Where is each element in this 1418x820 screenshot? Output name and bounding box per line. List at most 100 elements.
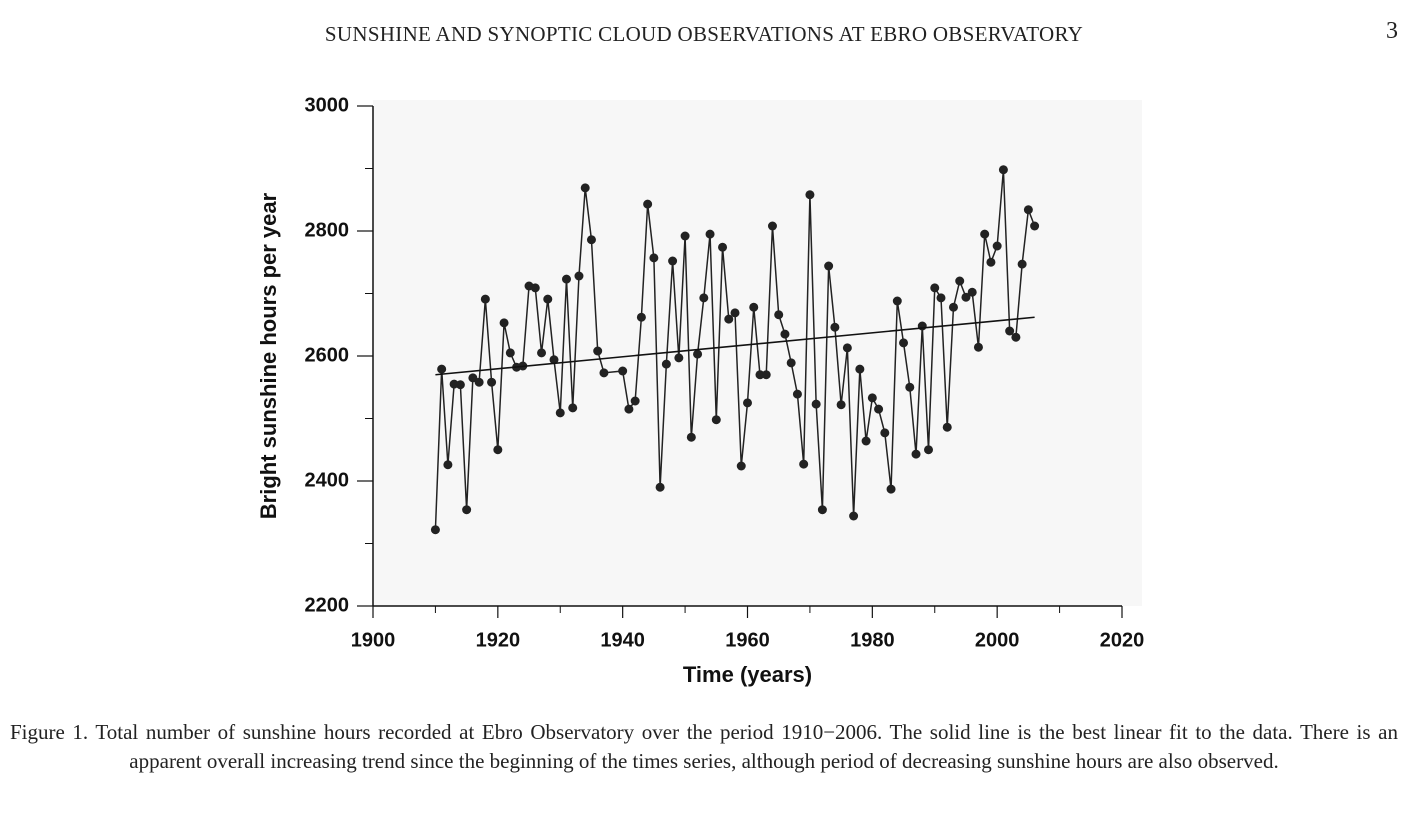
data-point bbox=[555, 408, 565, 418]
data-point bbox=[455, 380, 465, 390]
data-point bbox=[948, 302, 958, 312]
data-point bbox=[693, 349, 703, 359]
data-point bbox=[505, 348, 515, 358]
data-point bbox=[980, 229, 990, 239]
data-point bbox=[624, 404, 634, 414]
data-point bbox=[799, 459, 809, 469]
data-point bbox=[537, 348, 547, 358]
data-point bbox=[705, 229, 715, 239]
data-point bbox=[1023, 205, 1033, 215]
data-point bbox=[855, 364, 865, 374]
data-point bbox=[549, 355, 559, 365]
data-point bbox=[674, 353, 684, 363]
chart: 2200 2400 2600 2800 3000 1900 1920 1940 1960 1980… bbox=[256, 94, 1145, 687]
data-point bbox=[786, 358, 796, 368]
y-tick-label: 2200 bbox=[305, 594, 350, 616]
data-point bbox=[749, 302, 759, 312]
x-tick-label: 1900 bbox=[351, 629, 396, 651]
data-point bbox=[443, 460, 453, 470]
data-point bbox=[942, 422, 952, 432]
data-point bbox=[930, 283, 940, 293]
data-point bbox=[724, 314, 734, 324]
data-point bbox=[849, 511, 859, 521]
data-point bbox=[437, 364, 447, 374]
data-point bbox=[580, 183, 590, 193]
data-point bbox=[1030, 221, 1040, 231]
data-point bbox=[636, 312, 646, 322]
x-tick-label: 1980 bbox=[850, 629, 895, 651]
data-point bbox=[792, 389, 802, 399]
data-point bbox=[730, 308, 740, 318]
y-axis-label: Bright sunshine hours per year bbox=[256, 192, 281, 519]
y-tick-label: 3000 bbox=[305, 94, 350, 116]
data-point bbox=[493, 445, 503, 455]
data-point bbox=[867, 393, 877, 403]
data-point bbox=[649, 253, 659, 263]
data-point bbox=[892, 296, 902, 306]
x-tick-label: 2000 bbox=[975, 629, 1020, 651]
data-point bbox=[661, 359, 671, 369]
data-point bbox=[824, 261, 834, 271]
data-point bbox=[543, 294, 553, 304]
data-point bbox=[462, 505, 472, 515]
data-point bbox=[924, 445, 934, 455]
data-point bbox=[593, 346, 603, 356]
data-point bbox=[530, 283, 540, 293]
x-tick-label: 2020 bbox=[1100, 629, 1145, 651]
data-point bbox=[767, 221, 777, 231]
data-point bbox=[1011, 332, 1021, 342]
data-point bbox=[973, 342, 983, 352]
data-point bbox=[886, 484, 896, 494]
data-point bbox=[905, 382, 915, 392]
data-point bbox=[568, 403, 578, 413]
data-point bbox=[743, 398, 752, 408]
data-point bbox=[992, 241, 1002, 251]
data-point bbox=[1017, 259, 1027, 269]
data-point bbox=[811, 399, 821, 409]
data-point bbox=[967, 287, 977, 297]
x-axis-label: Time (years) bbox=[683, 662, 812, 687]
x-tick-label: 1920 bbox=[476, 629, 521, 651]
data-point bbox=[618, 366, 628, 376]
data-point bbox=[655, 482, 665, 492]
data-point bbox=[805, 190, 815, 200]
data-point bbox=[736, 461, 746, 471]
data-point bbox=[755, 370, 765, 380]
data-point bbox=[680, 231, 690, 241]
figure-caption: Figure 1. Total number of sunshine hours… bbox=[10, 720, 1398, 773]
y-tick-label: 2800 bbox=[305, 219, 350, 241]
data-point bbox=[643, 199, 653, 209]
data-point bbox=[574, 271, 584, 281]
data-point bbox=[986, 257, 996, 267]
data-point bbox=[561, 274, 571, 284]
data-point bbox=[468, 373, 478, 383]
data-point bbox=[861, 436, 871, 446]
data-point bbox=[1005, 326, 1015, 336]
data-point bbox=[668, 256, 678, 266]
data-point bbox=[899, 338, 909, 348]
data-point bbox=[836, 400, 846, 410]
data-point bbox=[998, 165, 1008, 175]
x-tick-label: 1960 bbox=[725, 629, 770, 651]
data-point bbox=[599, 368, 609, 378]
data-point bbox=[718, 242, 728, 252]
data-point bbox=[474, 377, 484, 387]
data-point bbox=[880, 428, 890, 438]
data-point bbox=[487, 377, 497, 387]
data-point bbox=[917, 321, 927, 331]
data-point bbox=[586, 235, 596, 245]
data-point bbox=[499, 318, 509, 328]
data-point bbox=[761, 370, 771, 380]
fit-line bbox=[435, 316, 1035, 376]
data-point bbox=[686, 432, 696, 442]
running-title: SUNSHINE AND SYNOPTIC CLOUD OBSERVATIONS… bbox=[324, 22, 1084, 46]
data-point bbox=[961, 292, 971, 302]
data-point bbox=[480, 294, 490, 304]
data-point bbox=[955, 276, 965, 286]
page-number: 3 bbox=[1386, 18, 1398, 44]
y-tick-label: 2400 bbox=[305, 469, 350, 491]
data-point bbox=[699, 293, 709, 303]
data-point bbox=[780, 329, 790, 339]
data-point bbox=[817, 505, 827, 515]
